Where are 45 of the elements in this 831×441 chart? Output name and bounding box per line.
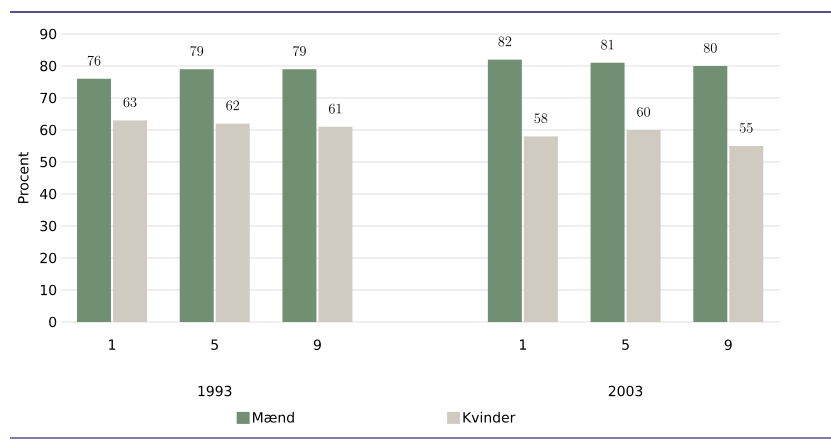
data-label: 79 xyxy=(190,46,204,56)
bar xyxy=(729,146,764,322)
y-tick-label: 70 xyxy=(40,92,56,104)
data-label: 76 xyxy=(88,56,100,66)
data-label: 58 xyxy=(534,113,548,124)
data-label: 82 xyxy=(498,36,512,46)
bar xyxy=(112,120,147,322)
legend-label: Kvinder xyxy=(463,412,516,423)
bar xyxy=(180,69,214,322)
y-axis-title: Procent xyxy=(18,152,29,203)
y-tick-label: 20 xyxy=(40,252,56,264)
data-label: 60 xyxy=(637,106,650,117)
legend-label: Mænd xyxy=(253,412,294,423)
text: 2003 xyxy=(608,386,642,396)
bar xyxy=(216,124,250,322)
y-tick-label: 50 xyxy=(40,156,56,168)
y-tick-label: 30 xyxy=(40,220,56,232)
y-tick-label: 60 xyxy=(40,124,56,136)
data-label: 55 xyxy=(740,122,753,133)
data-label: 80 xyxy=(704,42,717,53)
y-tick-label: 0 xyxy=(49,316,56,328)
bar xyxy=(318,126,352,322)
data-label: 63 xyxy=(124,97,136,108)
y-tick-label: 90 xyxy=(40,28,56,40)
data-label: 79 xyxy=(293,46,306,56)
bar xyxy=(77,78,112,322)
x-tick-label: 1 xyxy=(520,340,526,350)
bar xyxy=(282,69,316,322)
x-tick-label: 5 xyxy=(622,340,629,350)
data-label: 61 xyxy=(329,104,342,114)
y-tick-label: 80 xyxy=(40,60,56,72)
x-tick-label: 1 xyxy=(109,340,116,350)
bar xyxy=(590,62,625,322)
y-tick-label: 10 xyxy=(40,284,56,296)
text: 1993 xyxy=(198,386,232,396)
bar xyxy=(626,130,661,322)
data-label: 62 xyxy=(226,100,240,110)
bar xyxy=(488,60,522,322)
x-tick-label: 5 xyxy=(211,340,218,350)
bar xyxy=(693,66,728,322)
data-label: 81 xyxy=(601,40,614,50)
y-tick-label: 40 xyxy=(40,188,56,200)
bar xyxy=(524,136,558,322)
x-tick-label: 9 xyxy=(724,340,732,350)
x-tick-label: 9 xyxy=(314,340,321,350)
